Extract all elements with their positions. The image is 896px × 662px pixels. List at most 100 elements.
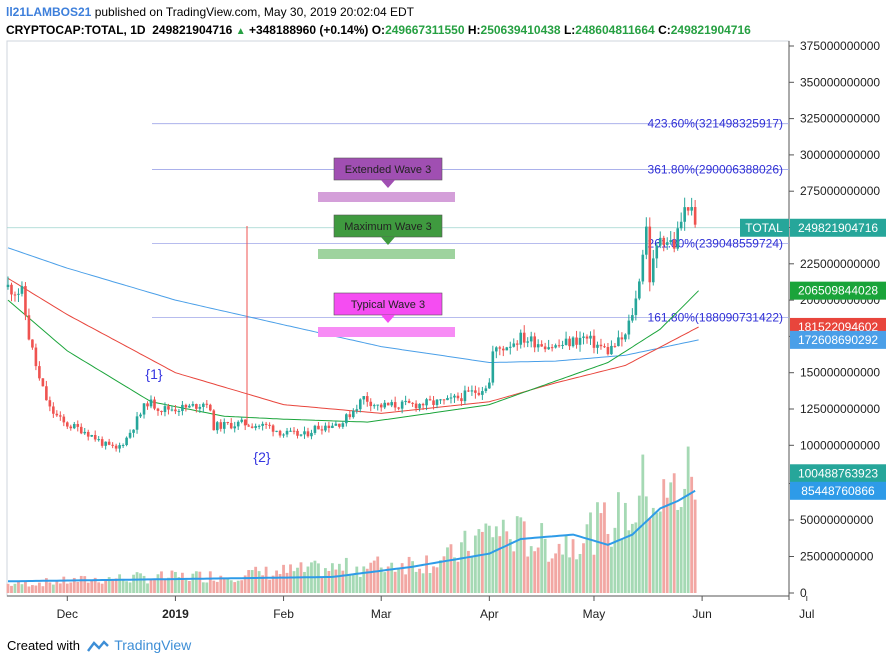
volume-bar — [400, 563, 404, 593]
volume-bar — [505, 531, 509, 593]
candle-body — [662, 237, 666, 245]
volume-bar — [651, 507, 655, 593]
volume-bar — [393, 571, 397, 593]
volume-bar — [44, 578, 48, 593]
candle-body — [606, 347, 610, 355]
price-tick-label: 300000000000 — [800, 148, 880, 162]
candle-body — [76, 424, 80, 427]
candle-body — [299, 434, 303, 436]
candle-body — [306, 431, 310, 437]
price-badge-bg — [790, 218, 886, 237]
candle-body — [128, 432, 132, 438]
candle-body — [345, 414, 348, 424]
candle-body — [121, 445, 125, 447]
candle-body — [132, 429, 135, 433]
low-value: 248604811664 — [575, 23, 655, 37]
candle-body — [233, 426, 237, 429]
change-value: +348188960 (+0.14%) — [248, 23, 369, 37]
moving-average-line — [7, 290, 699, 423]
volume-bar — [372, 560, 376, 593]
volume-bar — [90, 580, 94, 593]
volume-bar — [177, 577, 181, 593]
candle-body — [365, 396, 369, 402]
fib-level-label: 423.60%(321498325917) — [648, 117, 783, 131]
candle-body — [568, 338, 571, 347]
candle-body — [292, 430, 296, 432]
candle-body — [690, 207, 693, 211]
volume-bar — [467, 550, 470, 593]
volume-bar — [358, 576, 362, 593]
volume-bar — [585, 524, 589, 593]
volume-bar — [306, 566, 310, 593]
candle-body — [529, 336, 533, 342]
candle-body — [651, 258, 655, 283]
price-badge-label: 249821904716 — [798, 221, 878, 235]
candle-body — [271, 425, 275, 432]
candle-body — [631, 315, 634, 321]
candle-body — [264, 423, 268, 425]
candle-body — [578, 337, 582, 345]
volume-bar — [17, 580, 20, 593]
volume-badge-bg — [790, 481, 886, 500]
volume-bar — [292, 571, 296, 593]
candle-body — [421, 403, 425, 406]
volume-bar — [65, 583, 69, 593]
volume-bar — [187, 581, 191, 593]
volume-bar — [146, 583, 149, 593]
candle-body — [229, 422, 233, 429]
candle-body — [324, 425, 327, 431]
candle-body — [13, 294, 17, 296]
volume-bar — [303, 571, 306, 593]
volume-bar — [118, 574, 122, 593]
volume-bar — [536, 547, 540, 593]
volume-bar — [508, 539, 512, 593]
tradingview-brand[interactable]: TradingView — [114, 637, 192, 653]
volume-bar — [139, 573, 142, 593]
volume-bar — [613, 527, 617, 593]
volume-bar — [72, 577, 76, 593]
volume-bar — [337, 563, 341, 593]
price-badge-bg — [790, 281, 886, 300]
candle-body — [550, 347, 554, 349]
volume-bar — [24, 581, 27, 593]
volume-bar — [487, 525, 491, 593]
volume-bar — [250, 570, 254, 593]
volume-tick-label: 0 — [800, 586, 807, 600]
candle-body — [209, 404, 212, 411]
volume-bar — [229, 580, 233, 593]
volume-bar — [376, 556, 380, 593]
wave-callout-pointer — [381, 237, 395, 245]
candle-body — [45, 386, 48, 401]
volume-bar — [240, 580, 244, 593]
volume-bar — [34, 585, 38, 593]
volume-bar — [275, 570, 278, 593]
time-tick-label: Jun — [692, 607, 711, 621]
volume-bar — [268, 579, 271, 593]
author-link[interactable]: ll21LAMBOS21 — [6, 5, 92, 19]
volume-badge-bg — [790, 464, 886, 483]
candle-body — [519, 332, 523, 345]
candle-body — [561, 344, 564, 346]
volume-bar — [428, 573, 432, 593]
volume-bar — [404, 574, 408, 593]
candle-body — [282, 434, 285, 436]
candle-body — [27, 315, 31, 340]
volume-tick-label: 50000000000 — [800, 513, 874, 527]
wave-target-zone — [318, 327, 455, 337]
volume-bar — [606, 533, 610, 593]
volume-bar — [421, 573, 425, 593]
candle-body — [679, 221, 683, 229]
candle-body — [582, 336, 585, 338]
volume-bar — [261, 575, 265, 593]
volume-bar — [6, 583, 10, 593]
volume-bar — [170, 570, 174, 593]
candle-body — [575, 337, 578, 345]
price-badge-label: 206509844028 — [798, 284, 878, 298]
candle-body — [303, 431, 306, 435]
candle-body — [536, 344, 540, 348]
candle-body — [48, 400, 52, 407]
volume-bar — [592, 554, 596, 593]
candle-body — [202, 403, 205, 407]
candle-body — [658, 237, 662, 246]
